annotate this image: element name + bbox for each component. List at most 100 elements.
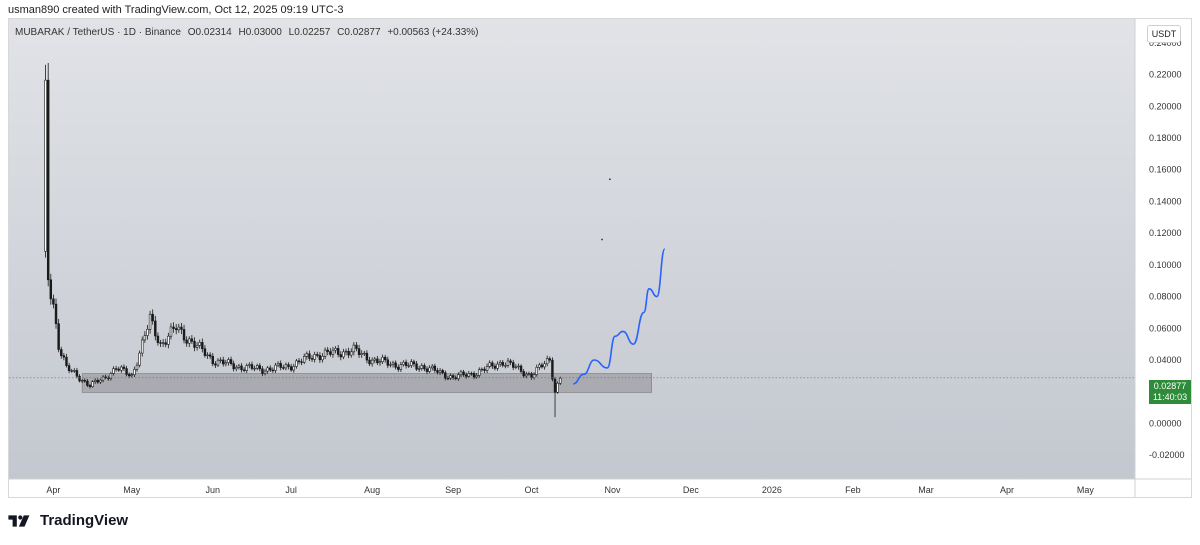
candle[interactable] — [391, 360, 395, 368]
candle[interactable] — [258, 363, 262, 372]
candle[interactable] — [88, 383, 92, 389]
candle[interactable] — [62, 353, 66, 361]
candle[interactable] — [504, 362, 507, 369]
candle[interactable] — [78, 374, 81, 383]
candle[interactable] — [441, 368, 444, 375]
candle[interactable] — [386, 356, 390, 369]
candle[interactable] — [454, 375, 457, 381]
candle[interactable] — [206, 352, 209, 359]
candle[interactable] — [253, 365, 256, 372]
candle[interactable] — [451, 373, 455, 380]
candle[interactable] — [70, 368, 73, 373]
candle[interactable] — [201, 338, 204, 353]
candle[interactable] — [540, 362, 544, 369]
candle[interactable] — [334, 346, 337, 354]
candle[interactable] — [493, 363, 497, 371]
candle[interactable] — [120, 365, 123, 373]
candle[interactable] — [420, 363, 423, 371]
candle[interactable] — [310, 355, 314, 363]
candle[interactable] — [195, 342, 199, 351]
candle[interactable] — [141, 336, 144, 357]
candle[interactable] — [368, 356, 371, 366]
candle[interactable] — [52, 294, 55, 309]
candle[interactable] — [73, 368, 76, 373]
candle[interactable] — [548, 356, 552, 363]
candle[interactable] — [122, 364, 126, 371]
candle[interactable] — [389, 361, 392, 368]
candle[interactable] — [417, 365, 421, 372]
candle[interactable] — [57, 318, 60, 353]
candle[interactable] — [425, 366, 429, 375]
candle[interactable] — [46, 63, 50, 287]
candle[interactable] — [506, 357, 510, 368]
legend-symbol[interactable]: MUBARAK / TetherUS · 1D · Binance — [15, 27, 181, 38]
candle[interactable] — [308, 350, 311, 362]
candle[interactable] — [208, 352, 212, 360]
candle[interactable] — [91, 380, 94, 388]
candle[interactable] — [237, 363, 241, 370]
candle[interactable] — [96, 378, 100, 384]
candle[interactable] — [127, 372, 131, 379]
candle[interactable] — [174, 324, 178, 335]
candle[interactable] — [227, 357, 230, 366]
candle[interactable] — [261, 366, 264, 376]
candle[interactable] — [133, 366, 136, 378]
candle[interactable] — [138, 350, 141, 368]
candle[interactable] — [488, 360, 491, 369]
candle[interactable] — [538, 362, 541, 371]
candle[interactable] — [60, 346, 63, 359]
candle[interactable] — [188, 336, 191, 348]
candle[interactable] — [498, 360, 502, 367]
candle[interactable] — [65, 353, 68, 368]
candle[interactable] — [219, 357, 222, 364]
candle[interactable] — [242, 367, 246, 373]
candle[interactable] — [433, 363, 437, 373]
candle[interactable] — [112, 366, 115, 376]
candle[interactable] — [266, 366, 269, 374]
support-zone-rect[interactable] — [81, 373, 652, 393]
candle[interactable] — [284, 362, 288, 371]
candle[interactable] — [297, 358, 301, 365]
candle[interactable] — [355, 342, 358, 352]
candle[interactable] — [269, 365, 272, 373]
candle[interactable] — [164, 338, 167, 348]
candle[interactable] — [344, 348, 348, 356]
candle[interactable] — [282, 364, 285, 371]
candle[interactable] — [464, 372, 468, 379]
candle[interactable] — [167, 332, 170, 349]
candle[interactable] — [154, 315, 157, 341]
candle[interactable] — [49, 273, 53, 305]
candle[interactable] — [198, 339, 201, 349]
candle[interactable] — [373, 356, 376, 364]
candle[interactable] — [143, 331, 147, 343]
candle[interactable] — [109, 371, 113, 381]
candle[interactable] — [543, 360, 546, 370]
candle[interactable] — [383, 354, 387, 363]
candle[interactable] — [295, 358, 298, 369]
candle[interactable] — [475, 373, 478, 379]
candle[interactable] — [480, 367, 484, 372]
candle[interactable] — [436, 367, 439, 375]
candle[interactable] — [250, 361, 254, 371]
candle[interactable] — [459, 369, 463, 377]
candle[interactable] — [148, 310, 152, 334]
candle[interactable] — [402, 360, 405, 367]
candle[interactable] — [329, 348, 332, 357]
candle[interactable] — [378, 358, 382, 366]
candle[interactable] — [80, 379, 84, 384]
candle[interactable] — [287, 362, 290, 370]
candle[interactable] — [86, 378, 89, 388]
candle[interactable] — [274, 362, 277, 373]
candle[interactable] — [376, 355, 379, 365]
candle[interactable] — [271, 367, 275, 373]
candle[interactable] — [159, 339, 162, 347]
candle[interactable] — [399, 361, 403, 373]
candle[interactable] — [360, 350, 363, 358]
candle[interactable] — [300, 358, 303, 366]
candle[interactable] — [229, 356, 233, 366]
candle[interactable] — [135, 362, 139, 372]
candle[interactable] — [559, 376, 562, 386]
candle[interactable] — [509, 358, 512, 366]
candle[interactable] — [444, 370, 447, 381]
candle[interactable] — [172, 322, 175, 333]
